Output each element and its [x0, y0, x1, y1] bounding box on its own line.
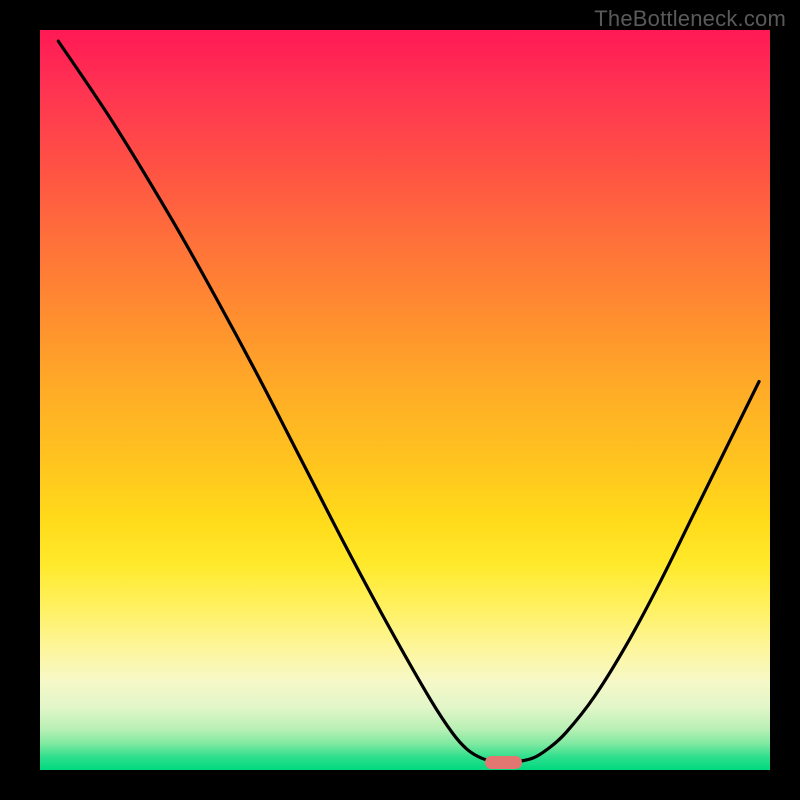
- chart-plot-area: [40, 30, 770, 770]
- gradient-background: [40, 30, 770, 770]
- optimum-marker: [485, 756, 522, 769]
- watermark-text: TheBottleneck.com: [594, 6, 786, 32]
